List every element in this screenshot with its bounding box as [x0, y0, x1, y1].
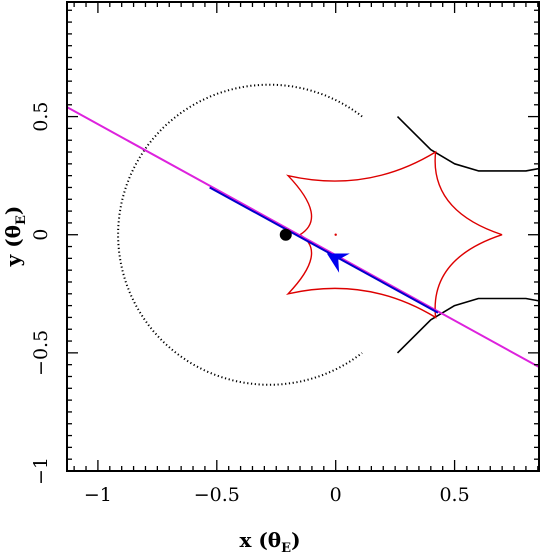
- tick-labels-layer: −1 −0.5 0 0.5 −1 −0.5 0 0.5: [30, 101, 470, 506]
- x-tick-label: 0: [330, 484, 342, 506]
- x-axis-title: x (θE): [239, 528, 300, 555]
- critical-curve-lower-arc: [396, 297, 539, 354]
- x-tick-label: −1: [84, 484, 112, 506]
- source-trajectory-line: [67, 106, 539, 368]
- observed-trajectory-segment: [209, 186, 439, 314]
- critical-curve-ring: [117, 83, 363, 386]
- y-tick-label: −0.5: [30, 330, 52, 376]
- plot-frame: [66, 1, 540, 472]
- x-tick-label: 0.5: [439, 484, 469, 506]
- x-tick-label: −0.5: [194, 484, 240, 506]
- source-direction-arrow: [326, 253, 350, 273]
- caustic: [285, 150, 503, 319]
- critical-curve-upper-arc: [396, 116, 539, 172]
- y-tick-label: 0: [30, 229, 52, 241]
- caustic-center-dot: [334, 233, 337, 236]
- y-tick-label: −1: [30, 457, 52, 485]
- lens-marker: [279, 228, 292, 241]
- y-tick-label: 0.5: [30, 101, 52, 131]
- data-layer: [67, 83, 539, 386]
- y-axis-title: y (θE): [1, 206, 29, 268]
- ticks-layer: [67, 2, 539, 472]
